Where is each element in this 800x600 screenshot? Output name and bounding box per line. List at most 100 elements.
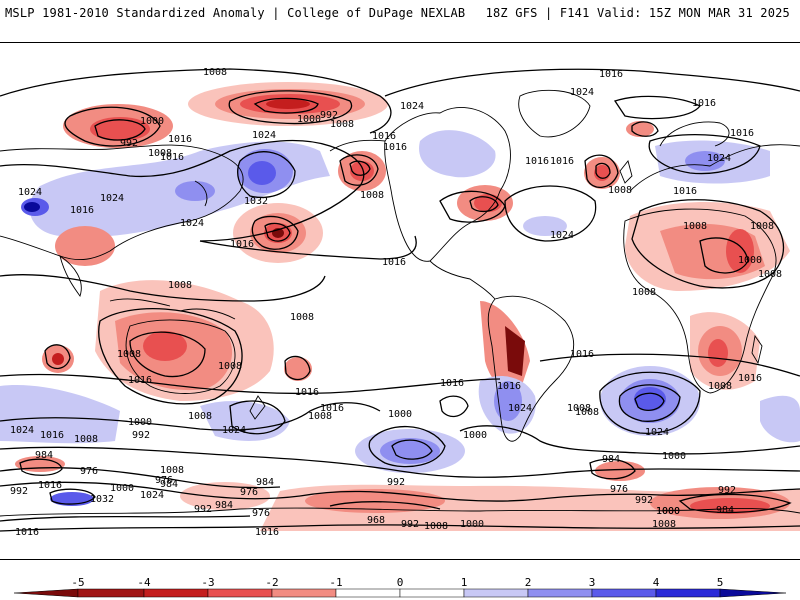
isobar-label: 992	[120, 138, 138, 149]
colorbar-swatch	[77, 588, 145, 598]
isobar-contour	[589, 458, 636, 480]
colorbar-tick-label: -3	[201, 576, 214, 589]
isobar-label: 1008	[708, 381, 732, 392]
isobar-label: 968	[367, 515, 385, 526]
isobar-label: 1008	[424, 521, 448, 532]
isobar-contour	[631, 121, 659, 137]
colorbar-tick-label: 2	[525, 576, 532, 589]
isobar-contour	[94, 119, 146, 141]
isobar-label: 1008	[168, 280, 192, 291]
anomaly-pos-area	[523, 216, 567, 236]
isobar-label: 1008	[632, 287, 656, 298]
isobar-contour	[595, 162, 611, 179]
isobar-label: 1016	[692, 98, 716, 109]
isobar-label: 984	[602, 454, 620, 465]
anomaly-pos-area	[634, 387, 666, 411]
isobar-label: 976	[80, 466, 98, 477]
anomaly-pos-area	[175, 181, 215, 201]
isobar-contour	[0, 524, 800, 532]
colorbar: -5 -4 -3 -2 -1 0 1 2 3 4 5	[13, 576, 787, 598]
isobar-label: 1024	[707, 153, 731, 164]
isobar-label: 984	[35, 450, 53, 461]
colorbar-swatch	[463, 588, 529, 598]
isobar-contour	[0, 402, 381, 431]
isobar-label: 1008	[117, 349, 141, 360]
isobar-label: 1008	[203, 67, 227, 78]
colorbar-tick-label: 0	[397, 576, 404, 589]
isobar-contour	[648, 134, 761, 175]
isobar-contour	[0, 515, 251, 522]
anomaly-pos-area	[248, 161, 276, 185]
anomaly-neg-area	[90, 117, 150, 141]
isobar-label: 1024	[550, 230, 574, 241]
coastline	[619, 160, 633, 184]
colorbar-swatch	[527, 588, 593, 598]
isobar-contour	[339, 154, 379, 186]
isobar-label: 1024	[222, 425, 246, 436]
isobar-label: 992	[387, 477, 405, 488]
isobar-contour	[539, 353, 800, 377]
coastline	[0, 144, 244, 261]
isobar-contour	[237, 151, 296, 199]
colorbar-tick-label: -1	[329, 576, 342, 589]
isobar-contour	[459, 425, 800, 455]
colorbar-tick-label: 4	[653, 576, 660, 589]
isobar-contour	[391, 439, 433, 460]
isobar-label: 1000	[110, 483, 134, 494]
isobar-label: 1016	[599, 69, 623, 80]
isobar-contour	[199, 235, 417, 260]
isobar-label: 1016	[40, 430, 64, 441]
anomaly-neg-area	[708, 339, 728, 367]
isobar-label: 1016	[525, 156, 549, 167]
isobar-label: 992	[401, 519, 419, 530]
isobar-label: 992	[132, 430, 150, 441]
colorbar-swatch	[207, 588, 273, 598]
isobar-label: 1016	[738, 373, 762, 384]
anomaly-pos-area	[380, 438, 440, 464]
isobar-label: 1000	[656, 506, 680, 517]
isobar-label: 1016	[383, 142, 407, 153]
anomaly-neg-area	[595, 461, 645, 481]
isobar-label: 1000	[460, 519, 484, 530]
isobar-contour	[19, 458, 63, 476]
isobar-contour	[349, 160, 371, 176]
isobar-label: 1008	[160, 465, 184, 476]
isobar-contour	[0, 373, 501, 395]
isobars	[0, 68, 800, 532]
isobar-label: 1008	[608, 185, 632, 196]
isobar-label: 1016	[38, 480, 62, 491]
coastline	[629, 144, 800, 192]
anomaly-pos-area	[685, 151, 725, 171]
anomaly-neg-area	[284, 357, 312, 381]
isobar-label: 1024	[180, 218, 204, 229]
isobar-contour	[284, 355, 311, 381]
colorbar-tick-label: -4	[137, 576, 151, 589]
isobar-label: 1016	[230, 239, 254, 250]
isobar-contour	[599, 371, 701, 435]
isobar-label: 1016	[320, 403, 344, 414]
isobar-contour	[264, 222, 291, 242]
isobar-contour	[699, 237, 749, 274]
anomaly-neg-area	[143, 331, 187, 361]
isobar-label: 1024	[252, 130, 276, 141]
isobar-label: 1016	[295, 387, 319, 398]
colorbar-swatch	[143, 588, 209, 598]
isobar-contour	[251, 215, 299, 250]
isobar-label: 1000	[388, 409, 412, 420]
isobar-label: 1008	[652, 519, 676, 530]
isobar-label: 1008	[188, 411, 212, 422]
coastline	[194, 180, 208, 207]
isobar-label: 992	[194, 504, 212, 515]
anomaly-pos-area	[200, 401, 290, 441]
coastline	[518, 89, 591, 138]
isobar-label: 1008	[218, 361, 242, 372]
isobar-label: 976	[240, 487, 258, 498]
isobar-contour	[229, 400, 286, 435]
isobar-contour	[0, 446, 800, 478]
colorbar-tick-label: -5	[71, 576, 84, 589]
isobar-contour	[253, 97, 319, 114]
isobar-label: 1024	[570, 87, 594, 98]
isobar-label: 976	[252, 508, 270, 519]
coastline	[659, 121, 730, 147]
anomaly-pos-area	[24, 202, 40, 212]
